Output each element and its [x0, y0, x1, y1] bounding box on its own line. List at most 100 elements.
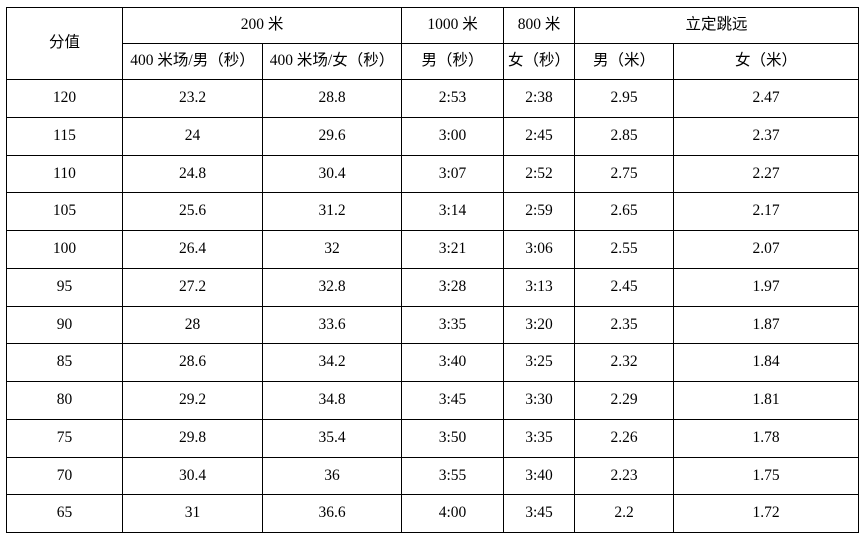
cell-200m-400m-track-female-seconds: 28.8 [261, 79, 403, 118]
cell-200m-400m-track-male-seconds: 26.4 [122, 230, 263, 269]
cell-standing-long-jump-male-meters: 2.95 [574, 79, 675, 118]
score-cell: 110 [6, 154, 123, 194]
cell-800m-female-time: 2:59 [503, 192, 576, 231]
cell-200m-400m-track-male-seconds: 23.2 [122, 79, 263, 118]
cell-standing-long-jump-female-meters: 2.37 [673, 116, 860, 156]
cell-200m-400m-track-female-seconds: 36.6 [261, 494, 403, 533]
table-header: 分值 200 米 1000 米 800 米 立定跳远 400 米场/男（秒） 4… [6, 7, 860, 80]
header-800m-female: 女（秒） [503, 43, 576, 80]
cell-200m-400m-track-female-seconds: 32.8 [261, 267, 403, 307]
cell-800m-female-time: 2:38 [503, 79, 576, 118]
cell-200m-400m-track-male-seconds: 31 [122, 494, 263, 533]
cell-1000m-male-time: 3:28 [401, 267, 505, 307]
cell-200m-400m-track-female-seconds: 30.4 [261, 154, 403, 194]
cell-standing-long-jump-male-meters: 2.26 [574, 418, 675, 458]
score-cell: 85 [6, 343, 123, 382]
header-1000m-male: 男（秒） [401, 43, 505, 80]
cell-standing-long-jump-female-meters: 2.17 [673, 192, 860, 231]
cell-200m-400m-track-female-seconds: 29.6 [261, 116, 403, 156]
score-cell: 120 [6, 79, 123, 118]
cell-200m-400m-track-female-seconds: 33.6 [261, 305, 403, 345]
cell-800m-female-time: 3:30 [503, 381, 576, 420]
table-row: 110 24.8 30.4 3:07 2:52 2.75 2.27 [6, 154, 860, 194]
table-body: 120 23.2 28.8 2:53 2:38 2.95 2.47 115 24 29.6 3:00… [6, 79, 860, 533]
header-jump-female: 女（米） [673, 43, 860, 80]
cell-800m-female-time: 2:52 [503, 154, 576, 194]
cell-1000m-male-time: 3:40 [401, 343, 505, 382]
cell-200m-400m-track-male-seconds: 29.8 [122, 418, 263, 458]
cell-800m-female-time: 3:13 [503, 267, 576, 307]
cell-800m-female-time: 3:25 [503, 343, 576, 382]
table-row: 95 27.2 32.8 3:28 3:13 2.45 1.97 [6, 267, 860, 307]
cell-1000m-male-time: 3:35 [401, 305, 505, 345]
cell-standing-long-jump-male-meters: 2.2 [574, 494, 675, 533]
cell-200m-400m-track-male-seconds: 24.8 [122, 154, 263, 194]
cell-1000m-male-time: 3:14 [401, 192, 505, 231]
cell-800m-female-time: 3:35 [503, 418, 576, 458]
cell-1000m-male-time: 3:55 [401, 456, 505, 496]
cell-standing-long-jump-female-meters: 1.75 [673, 456, 860, 496]
header-200m-male: 400 米场/男（秒） [122, 43, 263, 80]
header-score: 分值 [6, 7, 123, 80]
score-cell: 90 [6, 305, 123, 345]
cell-200m-400m-track-female-seconds: 34.2 [261, 343, 403, 382]
table-row: 75 29.8 35.4 3:50 3:35 2.26 1.78 [6, 418, 860, 458]
cell-200m-400m-track-male-seconds: 25.6 [122, 192, 263, 231]
cell-standing-long-jump-female-meters: 1.97 [673, 267, 860, 307]
cell-standing-long-jump-female-meters: 1.72 [673, 494, 860, 533]
score-cell: 65 [6, 494, 123, 533]
cell-standing-long-jump-female-meters: 2.27 [673, 154, 860, 194]
score-cell: 105 [6, 192, 123, 231]
cell-1000m-male-time: 4:00 [401, 494, 505, 533]
cell-800m-female-time: 2:45 [503, 116, 576, 156]
score-cell: 75 [6, 418, 123, 458]
score-cell: 115 [6, 116, 123, 156]
cell-standing-long-jump-female-meters: 1.81 [673, 381, 860, 420]
header-row-subcolumns: 400 米场/男（秒） 400 米场/女（秒） 男（秒） 女（秒） 男（米） 女… [7, 43, 860, 80]
header-200m-female: 400 米场/女（秒） [261, 43, 403, 80]
cell-200m-400m-track-female-seconds: 34.8 [261, 381, 403, 420]
cell-800m-female-time: 3:40 [503, 456, 576, 496]
score-cell: 95 [6, 267, 123, 307]
score-cell: 70 [6, 456, 123, 496]
header-jump-male: 男（米） [574, 43, 675, 80]
cell-200m-400m-track-male-seconds: 27.2 [122, 267, 263, 307]
cell-standing-long-jump-male-meters: 2.45 [574, 267, 675, 307]
cell-standing-long-jump-female-meters: 1.78 [673, 418, 860, 458]
cell-1000m-male-time: 3:21 [401, 230, 505, 269]
cell-800m-female-time: 3:06 [503, 230, 576, 269]
cell-1000m-male-time: 3:00 [401, 116, 505, 156]
header-event-200m: 200 米 [121, 7, 403, 44]
cell-standing-long-jump-male-meters: 2.55 [574, 230, 675, 269]
cell-1000m-male-time: 2:53 [401, 79, 505, 118]
cell-200m-400m-track-male-seconds: 29.2 [122, 381, 263, 420]
cell-200m-400m-track-male-seconds: 28 [122, 305, 263, 345]
table-row: 105 25.6 31.2 3:14 2:59 2.65 2.17 [6, 192, 860, 231]
header-row-events: 分值 200 米 1000 米 800 米 立定跳远 [6, 7, 860, 80]
cell-standing-long-jump-male-meters: 2.35 [574, 305, 675, 345]
table-row: 100 26.4 32 3:21 3:06 2.55 2.07 [6, 230, 860, 269]
cell-1000m-male-time: 3:07 [401, 154, 505, 194]
cell-standing-long-jump-female-meters: 2.47 [673, 79, 860, 118]
cell-standing-long-jump-female-meters: 1.87 [673, 305, 860, 345]
cell-standing-long-jump-male-meters: 2.29 [574, 381, 675, 420]
score-cell: 100 [6, 230, 123, 269]
cell-200m-400m-track-female-seconds: 32 [261, 230, 403, 269]
table-row: 65 31 36.6 4:00 3:45 2.2 1.72 [6, 494, 860, 533]
cell-800m-female-time: 3:45 [503, 494, 576, 533]
cell-200m-400m-track-male-seconds: 24 [122, 116, 263, 156]
cell-800m-female-time: 3:20 [503, 305, 576, 345]
table-row: 80 29.2 34.8 3:45 3:30 2.29 1.81 [6, 381, 860, 420]
cell-standing-long-jump-male-meters: 2.85 [574, 116, 675, 156]
cell-1000m-male-time: 3:45 [401, 381, 505, 420]
table-row: 115 24 29.6 3:00 2:45 2.85 2.37 [6, 116, 860, 156]
table-row: 85 28.6 34.2 3:40 3:25 2.32 1.84 [6, 343, 860, 382]
fitness-score-table: 分值 200 米 1000 米 800 米 立定跳远 400 米场/男（秒） 4… [6, 7, 860, 533]
cell-200m-400m-track-female-seconds: 35.4 [261, 418, 403, 458]
cell-200m-400m-track-female-seconds: 36 [261, 456, 403, 496]
table-row: 120 23.2 28.8 2:53 2:38 2.95 2.47 [6, 79, 860, 118]
header-event-1000m: 1000 米 [401, 7, 505, 44]
cell-standing-long-jump-male-meters: 2.75 [574, 154, 675, 194]
score-cell: 80 [6, 381, 123, 420]
